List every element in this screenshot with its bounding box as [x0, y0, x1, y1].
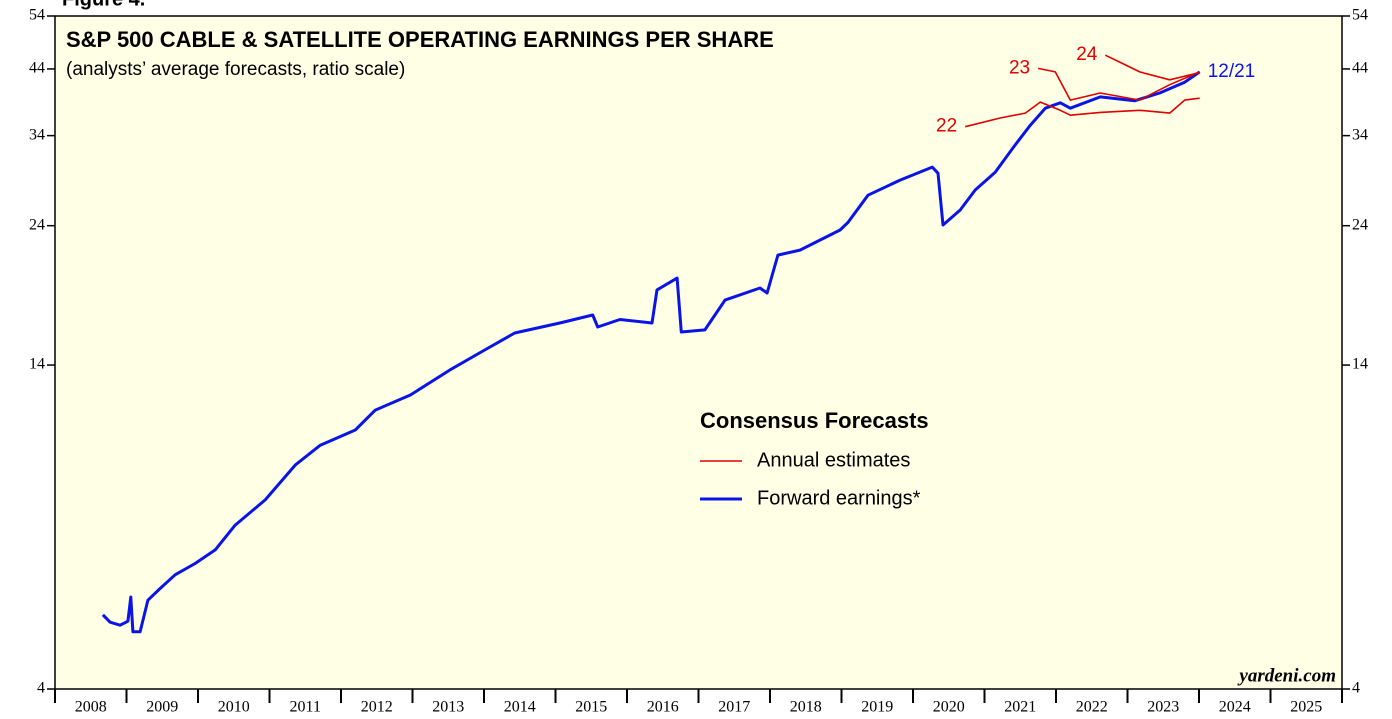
x-tick-label: 2008	[75, 699, 107, 716]
series-line	[1037, 67, 1201, 101]
x-tick-label: 2016	[647, 699, 679, 716]
y2-tick-label: 44	[1352, 60, 1368, 77]
chart-subtitle: (analysts’ average forecasts, ratio scal…	[66, 59, 405, 80]
y-tick-label: 24	[29, 216, 45, 233]
series-line	[965, 97, 1200, 128]
y2-tick-label: 54	[1352, 7, 1368, 24]
x-tick-label: 2025	[1290, 699, 1322, 716]
y2-tick-label: 34	[1352, 126, 1368, 143]
x-tick-label: 2024	[1219, 699, 1251, 716]
y2-tick-label: 24	[1352, 216, 1368, 233]
y2-tick-label: 14	[1352, 356, 1368, 373]
x-tick-label: 2011	[290, 699, 321, 716]
credit: yardeni.com	[1237, 665, 1336, 686]
y-tick-label: 34	[29, 126, 45, 143]
figure-label: Figure 4.	[62, 0, 145, 10]
x-tick-label: 2020	[933, 699, 965, 716]
series-label: 12/21	[1208, 61, 1256, 82]
x-tick-label: 2022	[1076, 699, 1108, 716]
x-tick-label: 2009	[146, 699, 178, 716]
x-tick-label: 2010	[218, 699, 250, 716]
series-label: 22	[936, 116, 957, 137]
x-tick-label: 2017	[718, 699, 750, 716]
x-tick-label: 2015	[575, 699, 607, 716]
chart-title: S&P 500 CABLE & SATELLITE OPERATING EARN…	[66, 27, 774, 52]
x-tick-label: 2018	[790, 699, 822, 716]
x-tick-label: 2012	[361, 699, 393, 716]
series-line	[1104, 54, 1200, 81]
legend-label: Annual estimates	[757, 449, 910, 471]
x-tick-label: 2021	[1004, 699, 1036, 716]
series-label: 23	[1009, 57, 1030, 78]
plot-area	[54, 15, 1343, 690]
y-tick-label: 54	[29, 7, 45, 24]
y2-tick-label: 4	[1352, 680, 1360, 697]
series-label: 24	[1076, 44, 1098, 65]
y-tick-label: 14	[29, 356, 45, 373]
legend-label: Forward earnings*	[757, 487, 921, 509]
x-tick-label: 2014	[504, 699, 536, 716]
x-tick-label: 2013	[432, 699, 464, 716]
x-tick-label: 2019	[861, 699, 893, 716]
legend-title: Consensus Forecasts	[700, 408, 929, 433]
y-tick-label: 4	[37, 680, 45, 697]
x-tick-label: 2023	[1147, 699, 1179, 716]
series-line	[101, 70, 1201, 634]
y-tick-label: 44	[29, 60, 45, 77]
